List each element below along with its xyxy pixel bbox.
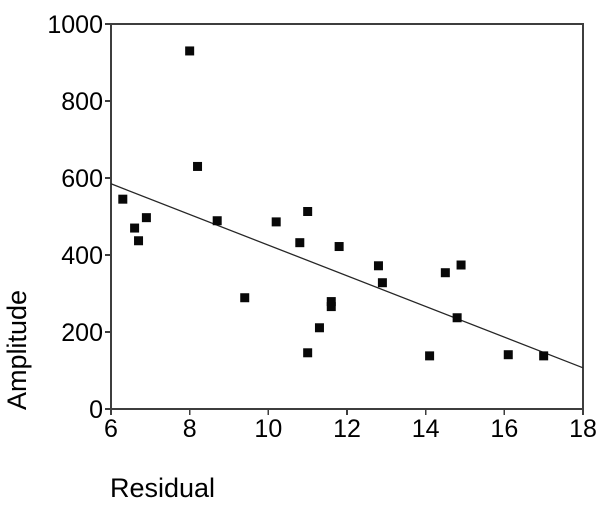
data-point bbox=[326, 297, 336, 307]
y-tick-label: 0 bbox=[89, 396, 103, 424]
y-tick-label: 400 bbox=[61, 242, 103, 270]
data-point bbox=[212, 216, 222, 226]
data-point bbox=[295, 238, 305, 248]
data-point bbox=[373, 261, 383, 271]
x-axis-title: Residual bbox=[110, 473, 215, 503]
data-point bbox=[193, 161, 203, 171]
data-point bbox=[440, 268, 450, 278]
data-point bbox=[303, 348, 313, 358]
y-axis-title: Amplitude bbox=[2, 290, 32, 410]
data-point bbox=[334, 242, 344, 252]
x-tick-label: 18 bbox=[569, 415, 597, 443]
data-point bbox=[326, 302, 336, 312]
y-tick-label: 200 bbox=[61, 319, 103, 347]
data-point bbox=[141, 213, 151, 223]
data-point bbox=[456, 260, 466, 270]
regression-line bbox=[110, 183, 584, 369]
data-point bbox=[185, 46, 195, 56]
y-tick-label: 800 bbox=[61, 88, 103, 116]
x-tick-label: 6 bbox=[104, 415, 118, 443]
data-point bbox=[377, 278, 387, 288]
data-point bbox=[303, 206, 313, 216]
data-point bbox=[314, 323, 324, 333]
data-point bbox=[130, 223, 140, 233]
data-point bbox=[425, 351, 435, 361]
y-tick-label: 1000 bbox=[47, 11, 103, 39]
x-tick-label: 8 bbox=[183, 415, 197, 443]
data-point bbox=[271, 217, 281, 227]
data-point bbox=[134, 236, 144, 246]
x-tick-label: 16 bbox=[490, 415, 518, 443]
x-tick-label: 14 bbox=[412, 415, 440, 443]
data-point bbox=[503, 350, 513, 360]
data-point bbox=[452, 313, 462, 323]
data-point bbox=[240, 293, 250, 303]
data-point bbox=[539, 351, 549, 361]
x-tick-label: 12 bbox=[333, 415, 361, 443]
x-tick-label: 10 bbox=[254, 415, 282, 443]
data-point bbox=[118, 194, 128, 204]
y-tick-label: 600 bbox=[61, 165, 103, 193]
